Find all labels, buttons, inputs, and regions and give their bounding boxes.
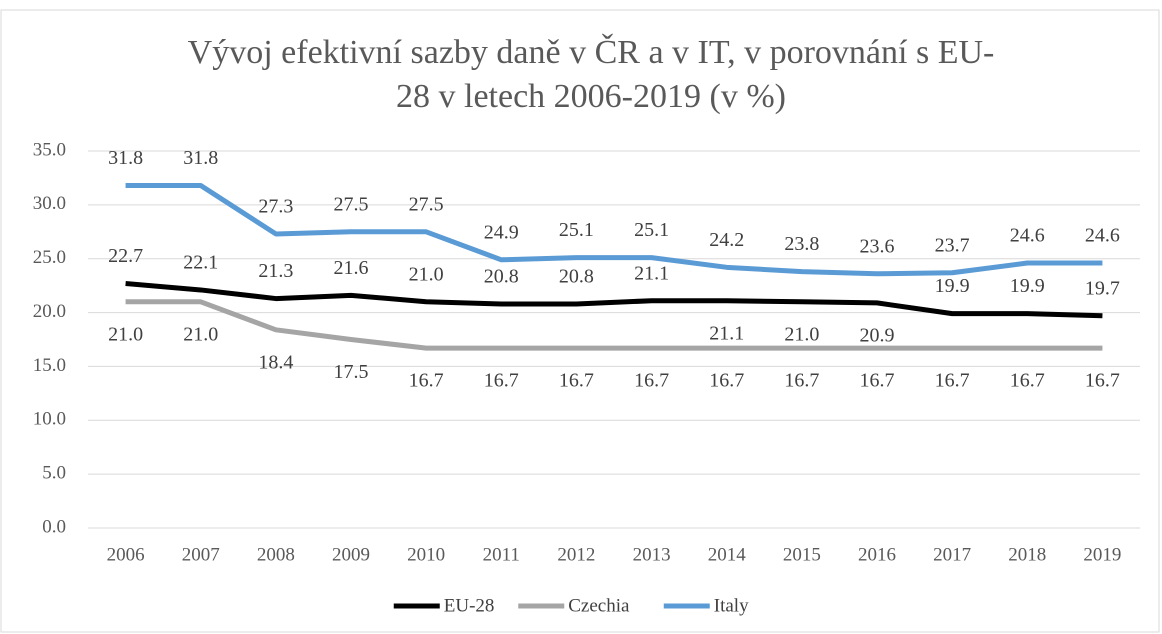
data-label: 31.8 — [183, 147, 218, 169]
data-label: 16.7 — [935, 370, 970, 392]
data-label: 23.6 — [860, 235, 895, 257]
x-tick-label: 2018 — [1008, 544, 1046, 565]
legend-label: Czechia — [568, 595, 630, 616]
data-label: 24.2 — [709, 229, 744, 251]
data-label: 21.3 — [258, 260, 293, 282]
series-line — [125, 182, 1103, 277]
data-label: 24.9 — [484, 221, 519, 243]
data-label: 24.6 — [1010, 225, 1045, 247]
legend-label: EU-28 — [444, 595, 495, 616]
x-tick-label: 2017 — [933, 544, 971, 565]
data-label: 21.1 — [634, 262, 669, 284]
x-tick-label: 2016 — [858, 544, 896, 565]
data-label: 21.6 — [334, 257, 369, 279]
chart-title: Vývoj efektivní sazby daně v ČR a v IT, … — [188, 33, 995, 71]
data-label: 23.7 — [935, 234, 970, 256]
x-tick-label: 2013 — [633, 544, 671, 565]
data-label: 23.8 — [784, 233, 819, 255]
x-tick-label: 2012 — [557, 544, 595, 565]
legend-label: Italy — [714, 595, 749, 616]
data-label: 20.8 — [484, 266, 519, 288]
y-tick-label: 5.0 — [42, 463, 66, 484]
data-label: 16.7 — [860, 370, 895, 392]
data-label: 25.1 — [559, 219, 594, 241]
series-line — [125, 299, 1103, 351]
x-tick-label: 2009 — [332, 544, 370, 565]
y-tick-label: 25.0 — [33, 247, 66, 268]
x-tick-label: 2015 — [783, 544, 821, 565]
chart-title: 28 v letech 2006-2019 (v %) — [396, 78, 786, 115]
x-tick-label: 2019 — [1083, 544, 1121, 565]
data-label: 16.7 — [484, 370, 519, 392]
data-label: 16.7 — [1010, 370, 1045, 392]
data-label: 21.0 — [409, 263, 444, 285]
data-label: 16.7 — [709, 370, 744, 392]
x-tick-label: 2006 — [107, 544, 145, 565]
data-label: 17.5 — [334, 361, 369, 383]
data-label: 22.7 — [108, 245, 143, 267]
x-tick-label: 2014 — [708, 544, 747, 565]
data-label: 21.1 — [709, 322, 744, 344]
data-label: 16.7 — [634, 370, 669, 392]
data-label: 25.1 — [634, 219, 669, 241]
data-label: 31.8 — [108, 147, 143, 169]
y-tick-label: 30.0 — [33, 193, 66, 214]
data-label: 27.5 — [334, 193, 369, 215]
y-tick-label: 10.0 — [33, 409, 66, 430]
x-tick-label: 2010 — [407, 544, 445, 565]
series-line — [125, 280, 1103, 319]
x-tick-label: 2007 — [182, 544, 220, 565]
y-tick-label: 0.0 — [42, 516, 66, 537]
y-tick-label: 20.0 — [33, 301, 66, 322]
data-label: 16.7 — [784, 370, 819, 392]
data-label: 21.0 — [108, 323, 143, 345]
data-label: 19.7 — [1085, 277, 1120, 299]
x-tick-label: 2011 — [483, 544, 520, 565]
data-label: 24.6 — [1085, 225, 1120, 247]
data-label: 20.9 — [860, 324, 895, 346]
data-label: 16.7 — [409, 370, 444, 392]
data-label: 16.7 — [559, 370, 594, 392]
data-label: 16.7 — [1085, 370, 1120, 392]
data-label: 27.5 — [409, 193, 444, 215]
data-label: 18.4 — [258, 351, 293, 373]
data-label: 21.0 — [183, 323, 218, 345]
data-label: 19.9 — [935, 275, 970, 297]
data-label: 27.3 — [258, 196, 293, 218]
data-label: 19.9 — [1010, 275, 1045, 297]
y-tick-label: 35.0 — [33, 139, 66, 160]
data-label: 21.0 — [784, 323, 819, 345]
data-label: 22.1 — [183, 252, 218, 274]
x-tick-label: 2008 — [257, 544, 295, 565]
data-label: 20.8 — [559, 266, 594, 288]
y-tick-label: 15.0 — [33, 355, 66, 376]
